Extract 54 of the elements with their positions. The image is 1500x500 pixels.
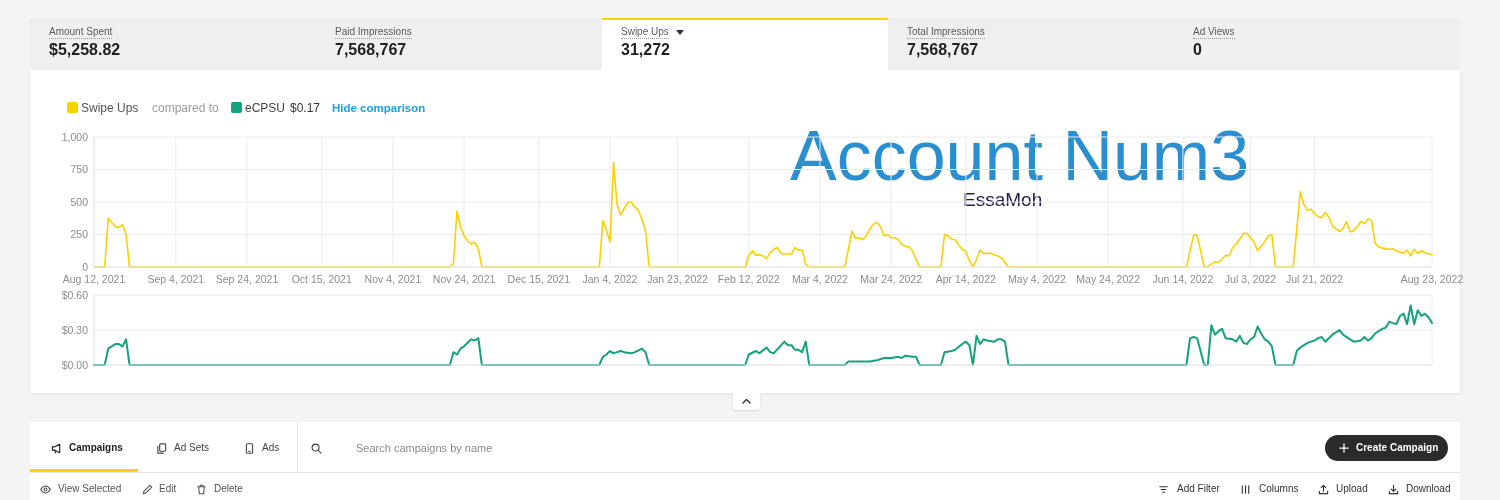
x-tick-label: Mar 24, 2022 xyxy=(860,273,923,286)
y-tick-label: $0.00 xyxy=(61,358,89,371)
y-tick-label: 1,000 xyxy=(61,130,89,143)
y-tick-label: 0 xyxy=(82,260,89,273)
x-tick-label: Oct 15, 2021 xyxy=(291,273,352,286)
text: Columns xyxy=(1259,482,1299,496)
text: compared to xyxy=(152,101,219,115)
y-tick-label: 250 xyxy=(70,228,89,241)
x-tick-label: Apr 14, 2022 xyxy=(935,273,997,286)
x-tick-label: Mar 4, 2022 xyxy=(791,273,849,286)
annotation: EssaMoh xyxy=(963,189,1043,210)
y-tick-label: $0.30 xyxy=(61,323,89,336)
x-tick-label: Nov 24, 2021 xyxy=(432,273,496,286)
x-tick-label: Jan 4, 2022 xyxy=(582,273,638,286)
text: Ads xyxy=(262,441,280,455)
text: Amount Spent xyxy=(49,26,113,39)
text: $5,258.82 xyxy=(49,41,121,59)
text: Ad Views xyxy=(1193,26,1235,39)
text: Ad Sets xyxy=(174,441,210,455)
legend-label: Swipe Ups xyxy=(81,101,139,115)
x-tick-label: May 4, 2022 xyxy=(1008,273,1067,286)
text: Add Filter xyxy=(1177,482,1220,496)
x-tick-label: Sep 4, 2021 xyxy=(147,273,205,286)
y-tick-label: 750 xyxy=(70,163,89,176)
x-tick-label: Feb 12, 2022 xyxy=(717,273,780,286)
text: Total Impressions xyxy=(907,26,985,39)
x-tick-label: Aug 12, 2021 xyxy=(62,273,126,286)
text: Upload xyxy=(1336,482,1368,496)
x-tick-label: Dec 15, 2021 xyxy=(507,273,571,286)
text: Delete xyxy=(214,482,243,496)
x-tick-label: Nov 4, 2021 xyxy=(364,273,422,286)
x-tick-label: Jun 14, 2022 xyxy=(1152,273,1214,286)
text: 7,568,767 xyxy=(907,41,979,59)
x-tick-label: Jan 23, 2022 xyxy=(647,273,709,286)
legend-label: eCPSU xyxy=(245,101,286,115)
y-tick-label: 500 xyxy=(70,195,89,208)
text: Download xyxy=(1406,482,1451,496)
text: Edit xyxy=(159,482,177,496)
text: Paid Impressions xyxy=(335,26,412,39)
x-tick-label: May 24, 2022 xyxy=(1076,273,1141,286)
text: Search campaigns by name xyxy=(356,441,493,455)
text: Campaigns xyxy=(69,441,123,455)
x-tick-label: Jul 3, 2022 xyxy=(1224,273,1277,286)
text: 7,568,767 xyxy=(335,41,407,59)
y-tick-label: $0.60 xyxy=(61,288,89,301)
text: Hide comparison xyxy=(332,101,426,115)
x-tick-label: Jul 21, 2022 xyxy=(1285,273,1344,286)
text: View Selected xyxy=(58,482,122,496)
text: 0 xyxy=(1193,41,1202,59)
text: $0.17 xyxy=(290,101,321,115)
x-tick-label: Sep 24, 2021 xyxy=(215,273,279,286)
tab: Swipe Ups 31,272 xyxy=(602,18,888,70)
x-tick-label: Aug 23, 2022 xyxy=(1400,273,1464,286)
create-campaign-button: Create Campaign xyxy=(1325,435,1448,461)
